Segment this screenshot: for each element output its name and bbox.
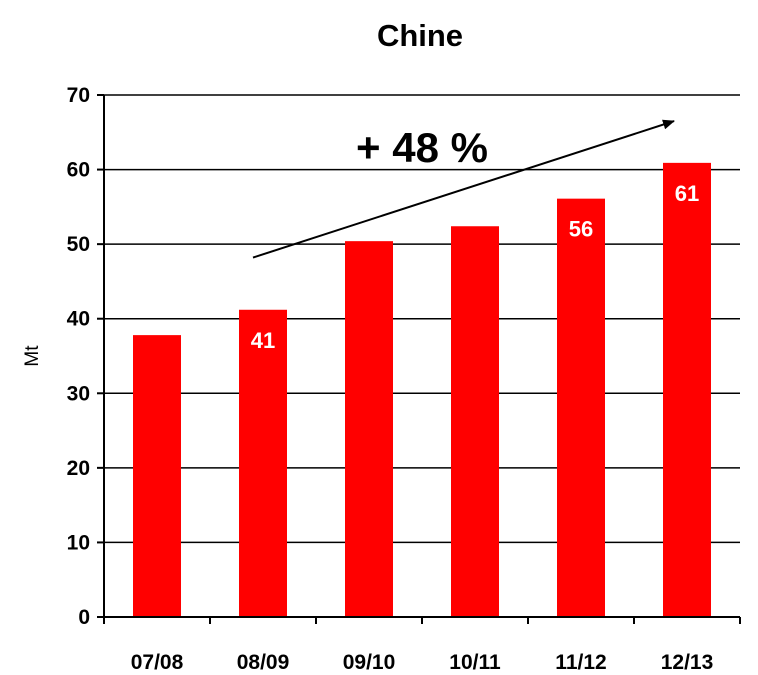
bar bbox=[133, 335, 181, 617]
x-tick-label: 12/13 bbox=[661, 651, 714, 674]
y-tick-label: 40 bbox=[67, 308, 90, 331]
y-tick-label: 60 bbox=[67, 159, 90, 182]
x-axis-ticks: 07/08 08/09 09/10 10/11 11/12 12/13 bbox=[103, 617, 741, 674]
bar bbox=[663, 162, 711, 618]
x-tick-label: 08/09 bbox=[237, 651, 290, 674]
y-axis-label: Mt bbox=[22, 345, 43, 367]
bar bbox=[451, 226, 499, 617]
x-tick-label: 11/12 bbox=[555, 651, 606, 674]
bar bbox=[557, 198, 605, 617]
bar bbox=[239, 309, 287, 617]
growth-annotation: + 48 % bbox=[356, 124, 488, 171]
bar bbox=[345, 241, 393, 617]
y-tick-label: 30 bbox=[67, 382, 90, 405]
y-tick-label: 20 bbox=[67, 457, 90, 480]
y-tick-label: 0 bbox=[78, 606, 90, 629]
chart-title: Chine bbox=[377, 18, 463, 53]
x-tick-label: 09/10 bbox=[343, 651, 396, 674]
data-label: 41 bbox=[251, 328, 275, 353]
gridlines bbox=[104, 94, 740, 544]
y-tick-label: 10 bbox=[67, 531, 90, 554]
data-labels: 41 56 61 bbox=[251, 181, 699, 353]
y-tick-label: 50 bbox=[67, 233, 90, 256]
x-tick-label: 10/11 bbox=[449, 651, 501, 674]
y-axis-ticks: 0 10 20 30 40 50 60 70 bbox=[67, 84, 104, 629]
x-tick-label: 07/08 bbox=[131, 651, 184, 674]
bars bbox=[133, 162, 711, 618]
trend-arrow bbox=[252, 119, 675, 259]
y-tick-label: 70 bbox=[67, 84, 90, 107]
data-label: 56 bbox=[569, 217, 593, 242]
data-label: 61 bbox=[675, 181, 699, 206]
